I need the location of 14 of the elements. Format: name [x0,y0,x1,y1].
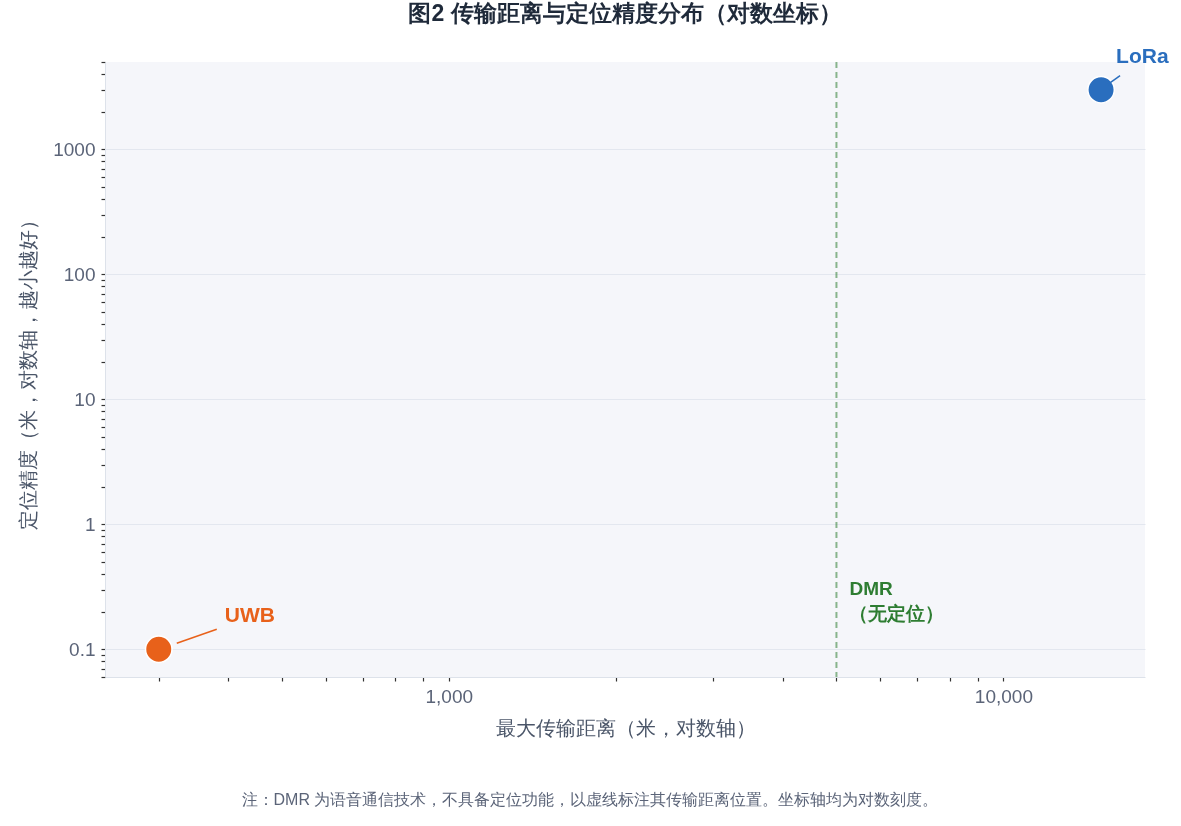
text: UWB [224,603,275,627]
x-tick-label: 10,000 [974,685,1033,707]
y-tick-label: 10 [74,388,96,410]
ref-line-label: DMR （无定位） [849,578,945,624]
text: 注：DMR 为语音通信技术，不具备定位功能，以虚线标注其传输距离位置。坐标轴均为对数刻度。 [241,791,939,808]
chart-title: 图2 传输距离与定位精度分布（对数坐标） [408,0,842,26]
y-tick-label: 1 [84,513,96,535]
series-label: LoRa [1116,43,1169,67]
y-tick-label: 1000 [53,138,96,160]
y-tick-label: 0.1 [69,638,96,660]
x-axis-title: 最大传输距离（米，对数轴） [495,716,756,739]
y-axis-title: 定位精度（米，对数轴，越小越好） [17,210,40,530]
y-tick-label: 100 [63,263,96,285]
x-tick-label: 1,000 [425,685,474,707]
